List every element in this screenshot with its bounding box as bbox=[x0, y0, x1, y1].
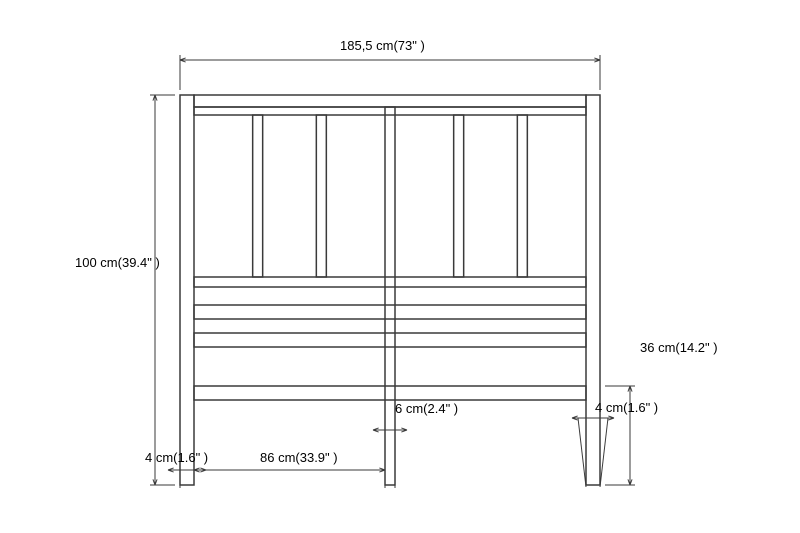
dim-center-post: 6 cm(2.4" ) bbox=[395, 401, 458, 416]
dim-left-post: 4 cm(1.6" ) bbox=[145, 450, 208, 465]
dim-section-width: 86 cm(33.9" ) bbox=[260, 450, 338, 465]
dim-total-width: 185,5 cm(73" ) bbox=[340, 38, 425, 53]
dim-total-height: 100 cm(39.4" ) bbox=[75, 255, 160, 270]
dim-right-post-depth: 4 cm(1.6" ) bbox=[595, 400, 658, 415]
dim-leg-height: 36 cm(14.2" ) bbox=[640, 340, 718, 355]
